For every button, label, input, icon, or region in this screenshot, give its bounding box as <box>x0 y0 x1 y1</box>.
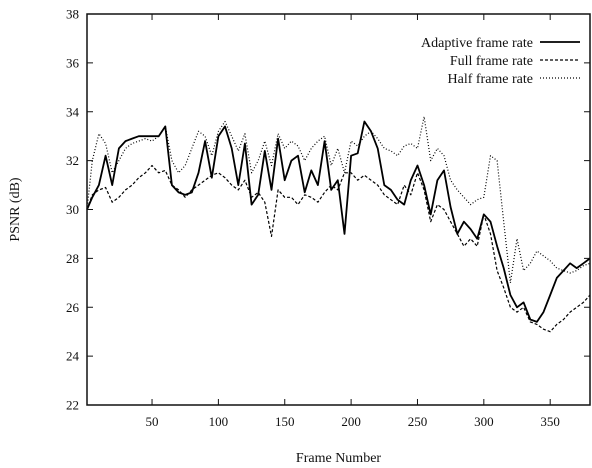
y-tick-label: 22 <box>66 398 79 413</box>
series-line-dotted <box>86 116 591 284</box>
x-tick-label: 50 <box>146 414 159 429</box>
x-tick-label: 300 <box>474 414 494 429</box>
x-axis-title: Frame Number <box>296 451 381 466</box>
legend: Adaptive frame rate Full frame rate Half f… <box>421 36 580 87</box>
series-line-dashed <box>86 164 591 333</box>
y-tick-label: 36 <box>66 55 80 70</box>
y-tick-label: 28 <box>66 251 79 266</box>
y-tick-label: 24 <box>66 349 80 364</box>
y-tick-label: 32 <box>66 153 79 168</box>
legend-label: Half frame rate <box>448 72 534 87</box>
series-line-solid <box>86 120 591 323</box>
x-tick-label: 350 <box>540 414 560 429</box>
y-tick-label: 26 <box>66 300 80 315</box>
y-tick-label: 38 <box>66 7 79 22</box>
y-tick-label: 34 <box>66 104 80 119</box>
legend-label: Adaptive frame rate <box>421 36 533 51</box>
plot-marks <box>86 116 591 333</box>
x-tick-label: 250 <box>408 414 428 429</box>
y-tick-label: 30 <box>66 202 79 217</box>
x-tick-label: 150 <box>275 414 295 429</box>
legend-label: Full frame rate <box>450 54 533 69</box>
y-axis-title: PSNR (dB) <box>8 177 23 242</box>
x-tick-label: 100 <box>209 414 229 429</box>
axis-ticks: 50 100 150 200 250 300 350 22 24 26 28 30 32 34 36 38 <box>66 7 590 429</box>
x-tick-label: 200 <box>341 414 361 429</box>
